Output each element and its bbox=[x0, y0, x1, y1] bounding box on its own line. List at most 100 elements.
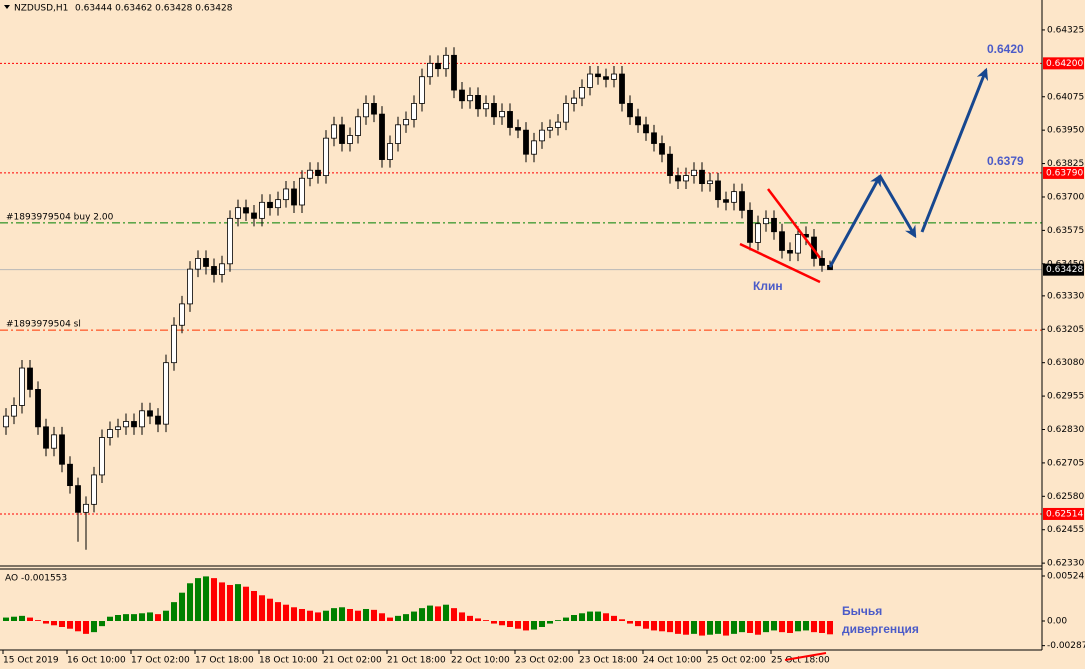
ao-bar bbox=[475, 618, 481, 621]
ao-bar bbox=[691, 620, 697, 634]
ao-bar bbox=[587, 611, 593, 621]
candle-body bbox=[507, 111, 513, 128]
candle-body bbox=[307, 169, 313, 179]
ao-bar bbox=[75, 620, 81, 632]
price-label: 0.64200 bbox=[1046, 59, 1083, 69]
candle-body bbox=[419, 76, 425, 104]
ao-bar bbox=[523, 620, 529, 631]
ao-bar bbox=[83, 620, 89, 634]
x-tick-label: 17 Oct 18:00 bbox=[195, 656, 254, 666]
candle-body bbox=[643, 124, 649, 134]
ao-bar bbox=[547, 620, 553, 624]
axes: 0.64325 0.64075 0.63950 0.63825 0.63700 0.635… bbox=[2, 25, 1085, 666]
candle-body bbox=[75, 485, 81, 513]
candle-body bbox=[539, 129, 545, 142]
ao-bar bbox=[443, 604, 449, 621]
ao-bar bbox=[163, 610, 169, 621]
forecast-arrow bbox=[920, 67, 989, 233]
ao-bar bbox=[195, 578, 201, 621]
candle-body bbox=[699, 169, 705, 185]
price-labels: 0.64200 0.63790 0.62514 0.63428 bbox=[1043, 57, 1084, 520]
ao-bar bbox=[531, 620, 537, 630]
ao-bar bbox=[347, 608, 353, 621]
ao-bar bbox=[411, 611, 417, 621]
ao-bar bbox=[107, 616, 113, 621]
ao-bar bbox=[27, 617, 33, 621]
ao-bar bbox=[403, 614, 409, 621]
annotation: дивергенция bbox=[842, 622, 919, 636]
candle-body bbox=[123, 421, 129, 428]
candle-body bbox=[219, 263, 225, 275]
ao-bar bbox=[363, 608, 369, 621]
order-label: #1893979504 sl bbox=[6, 320, 81, 330]
ao-bar bbox=[219, 582, 225, 621]
ao-bar bbox=[811, 620, 817, 633]
ao-bar bbox=[419, 608, 425, 621]
annotation: 0.6420 bbox=[987, 42, 1024, 56]
y-tick-label: 0.62330 bbox=[1047, 559, 1084, 569]
price-label: 0.62514 bbox=[1046, 509, 1083, 519]
ao-bar bbox=[355, 610, 361, 621]
candle-body bbox=[67, 463, 73, 487]
levels: #1893979504 buy 2.00 #1893979504 sl bbox=[0, 62, 1042, 515]
ao-bar bbox=[763, 620, 769, 633]
ao-bar bbox=[827, 620, 833, 635]
ao-bar bbox=[715, 620, 721, 634]
candle-body bbox=[579, 86, 585, 99]
candle-body bbox=[59, 434, 65, 465]
candle-body bbox=[659, 143, 665, 155]
price-label: 0.63428 bbox=[1046, 265, 1083, 275]
price-label-box bbox=[1043, 507, 1084, 520]
ao-bar bbox=[579, 613, 585, 621]
ao-bar bbox=[291, 607, 297, 621]
candle-body bbox=[331, 124, 337, 139]
x-tick-label: 17 Oct 02:00 bbox=[131, 656, 190, 666]
indicator-title: AO -0.001553 bbox=[5, 574, 67, 584]
ao-bar bbox=[59, 620, 65, 628]
candle-body bbox=[363, 103, 369, 118]
menu-icon bbox=[4, 5, 10, 9]
candle-body bbox=[147, 410, 153, 417]
y-tick-label: 0.62955 bbox=[1047, 392, 1084, 402]
candle-body bbox=[83, 503, 89, 513]
candle-body bbox=[315, 169, 321, 176]
ao-bar bbox=[267, 598, 273, 621]
forecast-arrow bbox=[878, 175, 917, 239]
ao-bar bbox=[227, 584, 233, 621]
candle-body bbox=[611, 73, 617, 80]
ao-bar bbox=[619, 619, 625, 621]
wedge-line bbox=[767, 188, 821, 259]
ao-bar bbox=[115, 614, 121, 621]
ao-bar bbox=[243, 586, 249, 621]
ao-bar bbox=[651, 620, 657, 631]
ao-bar bbox=[323, 610, 329, 621]
ao-bar bbox=[43, 620, 49, 624]
y-tick-label: 0.63575 bbox=[1047, 226, 1084, 236]
candle-body bbox=[491, 103, 497, 118]
candle-body bbox=[395, 124, 401, 144]
candle-body bbox=[707, 180, 713, 185]
y-tick-label: 0.63080 bbox=[1047, 358, 1084, 368]
ao-bar bbox=[611, 615, 617, 621]
quote: 0.63444 0.63462 0.63428 0.63428 bbox=[75, 4, 233, 14]
annotation: Клин bbox=[753, 279, 783, 293]
y-tick-label: 0.62705 bbox=[1047, 458, 1084, 468]
ao-bar bbox=[707, 620, 713, 635]
y-tick-label: 0.63700 bbox=[1047, 192, 1084, 202]
y-tick-label: 0.62580 bbox=[1047, 492, 1084, 502]
candle-body bbox=[115, 426, 121, 430]
ao-bars bbox=[3, 576, 833, 636]
ao-bar bbox=[627, 620, 633, 624]
candle-body bbox=[563, 103, 569, 123]
y-tick-label: -0.002874 bbox=[1047, 641, 1085, 651]
ao-bar bbox=[795, 620, 801, 632]
candle-body bbox=[35, 389, 41, 428]
ao-bar bbox=[803, 620, 809, 631]
x-tick-label: 16 Oct 10:00 bbox=[67, 656, 126, 666]
candle-body bbox=[635, 116, 641, 126]
candle-body bbox=[651, 132, 657, 144]
candle-body bbox=[251, 212, 257, 219]
ao-bar bbox=[603, 613, 609, 621]
price-label-box bbox=[1043, 166, 1084, 179]
ao-bar bbox=[139, 613, 145, 621]
